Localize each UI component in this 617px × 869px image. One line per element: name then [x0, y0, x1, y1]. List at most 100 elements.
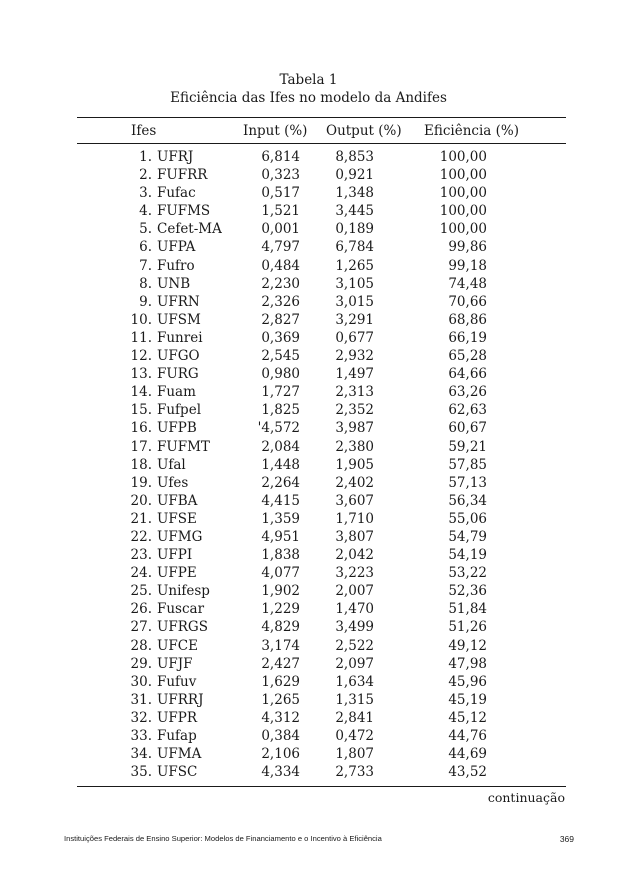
output-value: 3,807 — [335, 528, 374, 545]
table-row: 27. UFRGS 4,829 3,499 51,26 — [0, 618, 617, 636]
output-value: 1,315 — [335, 691, 374, 708]
output-value: 1,497 — [335, 366, 374, 383]
table-row: 32. UFPR 4,312 2,841 45,12 — [0, 709, 617, 727]
eficiencia-value: 57,13 — [448, 474, 487, 491]
eficiencia-value: 53,22 — [448, 565, 487, 582]
table-row: 7. Fufro 0,484 1,265 99,18 — [0, 257, 617, 275]
output-value: 1,470 — [335, 601, 374, 618]
input-value: 1,448 — [261, 456, 300, 473]
table-row: 30. Fufuv 1,629 1,634 45,96 — [0, 673, 617, 691]
output-value: 8,853 — [335, 149, 374, 165]
row-number: 32. — [130, 709, 152, 726]
row-number: 8. — [139, 275, 152, 292]
eficiencia-value: 100,00 — [439, 221, 487, 238]
table-row: 24. UFPE 4,077 3,223 53,22 — [0, 564, 617, 582]
output-value: 1,348 — [335, 185, 374, 202]
ifes-name: UFMA — [157, 746, 202, 763]
header-ifes: Ifes — [131, 123, 157, 139]
input-value: 0,980 — [261, 366, 300, 383]
ifes-name: UNB — [157, 275, 191, 292]
output-value: 2,097 — [335, 655, 374, 672]
input-value: 3,174 — [261, 637, 300, 654]
table-row: 4. FUFMS 1,521 3,445 100,00 — [0, 202, 617, 220]
ifes-name: UFMG — [157, 528, 203, 545]
eficiencia-value: 68,86 — [448, 311, 487, 328]
row-number: 29. — [130, 655, 152, 672]
table-row: 11. Funrei 0,369 0,677 66,19 — [0, 329, 617, 347]
eficiencia-value: 45,12 — [448, 709, 487, 726]
eficiencia-value: 49,12 — [448, 637, 487, 654]
row-number: 18. — [130, 456, 152, 473]
ifes-name: Unifesp — [157, 583, 210, 600]
table-row: 20. UFBA 4,415 3,607 56,34 — [0, 492, 617, 510]
row-number: 26. — [130, 601, 152, 618]
output-value: 3,987 — [335, 420, 374, 437]
table-header-rule — [77, 143, 566, 144]
table-row: 3. Fufac 0,517 1,348 100,00 — [0, 184, 617, 202]
row-number: 33. — [130, 728, 152, 744]
input-value: 4,312 — [261, 709, 300, 726]
output-value: 2,352 — [335, 402, 374, 419]
row-number: 11. — [130, 329, 152, 346]
table-row: 5. Cefet-MA 0,001 0,189 100,00 — [0, 220, 617, 238]
output-value: 2,380 — [335, 438, 374, 455]
table-row: 28. UFCE 3,174 2,522 49,12 — [0, 637, 617, 655]
row-number: 1. — [139, 149, 152, 165]
input-value: 2,545 — [261, 348, 300, 365]
ifes-name: FUFMS — [157, 203, 211, 220]
row-number: 9. — [139, 293, 152, 310]
output-value: 1,634 — [335, 673, 374, 690]
eficiencia-value: 44,76 — [448, 728, 487, 744]
ifes-name: UFPI — [157, 547, 193, 564]
input-value: 1,359 — [261, 510, 300, 527]
output-value: 1,807 — [335, 746, 374, 763]
ifes-name: UFGO — [157, 348, 200, 365]
row-number: 3. — [139, 185, 152, 202]
row-number: 20. — [130, 492, 152, 509]
row-number: 12. — [130, 348, 152, 365]
output-value: 0,189 — [335, 221, 374, 238]
ifes-name: FURG — [157, 366, 199, 383]
table-row: 23. UFPI 1,838 2,042 54,19 — [0, 546, 617, 564]
input-value: 4,077 — [261, 565, 300, 582]
input-value: 2,427 — [261, 655, 300, 672]
input-value: 0,517 — [261, 185, 300, 202]
table-row: 2. FUFRR 0,323 0,921 100,00 — [0, 166, 617, 184]
ifes-name: UFCE — [157, 637, 198, 654]
output-value: 2,402 — [335, 474, 374, 491]
ifes-name: UFJF — [157, 655, 193, 672]
input-value: 0,323 — [261, 167, 300, 184]
ifes-name: UFSM — [157, 311, 201, 328]
input-value: 2,230 — [261, 275, 300, 292]
eficiencia-value: 43,52 — [448, 764, 487, 781]
continuation-note: continuação — [487, 790, 565, 805]
eficiencia-value: 60,67 — [448, 420, 487, 437]
table-row: 18. Ufal 1,448 1,905 57,85 — [0, 456, 617, 474]
row-number: 30. — [130, 673, 152, 690]
input-value: 6,814 — [261, 149, 300, 165]
ifes-name: FUFMT — [157, 438, 210, 455]
table-row: 12. UFGO 2,545 2,932 65,28 — [0, 347, 617, 365]
output-value: 1,265 — [335, 257, 374, 274]
input-value: 1,521 — [261, 203, 300, 220]
ifes-name: UFRGS — [157, 619, 208, 636]
ifes-name: UFRJ — [157, 149, 194, 165]
row-number: 15. — [130, 402, 152, 419]
input-value: 2,084 — [261, 438, 300, 455]
input-value: 4,415 — [261, 492, 300, 509]
output-value: 3,607 — [335, 492, 374, 509]
input-value: 1,229 — [261, 601, 300, 618]
input-value: 1,265 — [261, 691, 300, 708]
table-row: 33. Fufap 0,384 0,472 44,76 — [0, 727, 617, 745]
ifes-name: Fufuv — [157, 673, 197, 690]
eficiencia-value: 100,00 — [439, 185, 487, 202]
row-number: 6. — [139, 239, 152, 256]
table-row: 26. Fuscar 1,229 1,470 51,84 — [0, 600, 617, 618]
ifes-name: UFPB — [157, 420, 197, 437]
row-number: 24. — [130, 565, 152, 582]
row-number: 16. — [130, 420, 152, 437]
eficiencia-value: 100,00 — [439, 203, 487, 220]
header-eficiencia: Eficiência (%) — [424, 123, 520, 139]
table-row: 31. UFRRJ 1,265 1,315 45,19 — [0, 691, 617, 709]
row-number: 17. — [130, 438, 152, 455]
